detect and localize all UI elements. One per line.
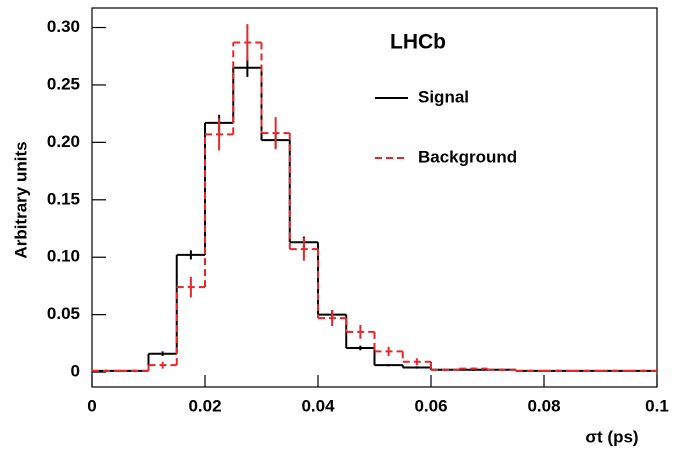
histogram-edges — [147, 42, 517, 371]
x-tick-label: 0 — [87, 396, 96, 415]
y-tick-label: 0.10 — [47, 247, 80, 266]
legend-label: Background — [418, 147, 517, 166]
annotation: LHCb — [390, 31, 446, 54]
plot-frame — [91, 7, 658, 388]
y-tick-label: 0.05 — [47, 304, 80, 323]
x-axis-label: σt (ps) — [585, 427, 638, 446]
x-tick-label: 0.08 — [527, 396, 560, 415]
y-axis-label: Arbitrary units — [11, 141, 30, 258]
y-tick-label: 0 — [71, 362, 80, 381]
x-tick-label: 0.04 — [301, 396, 335, 415]
histogram-edges — [147, 67, 517, 371]
legend-label: Signal — [418, 87, 469, 106]
y-tick-label: 0.20 — [47, 132, 80, 151]
y-tick-label: 0.30 — [47, 17, 80, 36]
x-tick-label: 0.02 — [188, 396, 221, 415]
x-tick-label: 0.06 — [414, 396, 447, 415]
x-tick-label: 0.1 — [645, 396, 669, 415]
y-tick-label: 0.25 — [47, 74, 80, 93]
y-tick-label: 0.15 — [47, 189, 80, 208]
